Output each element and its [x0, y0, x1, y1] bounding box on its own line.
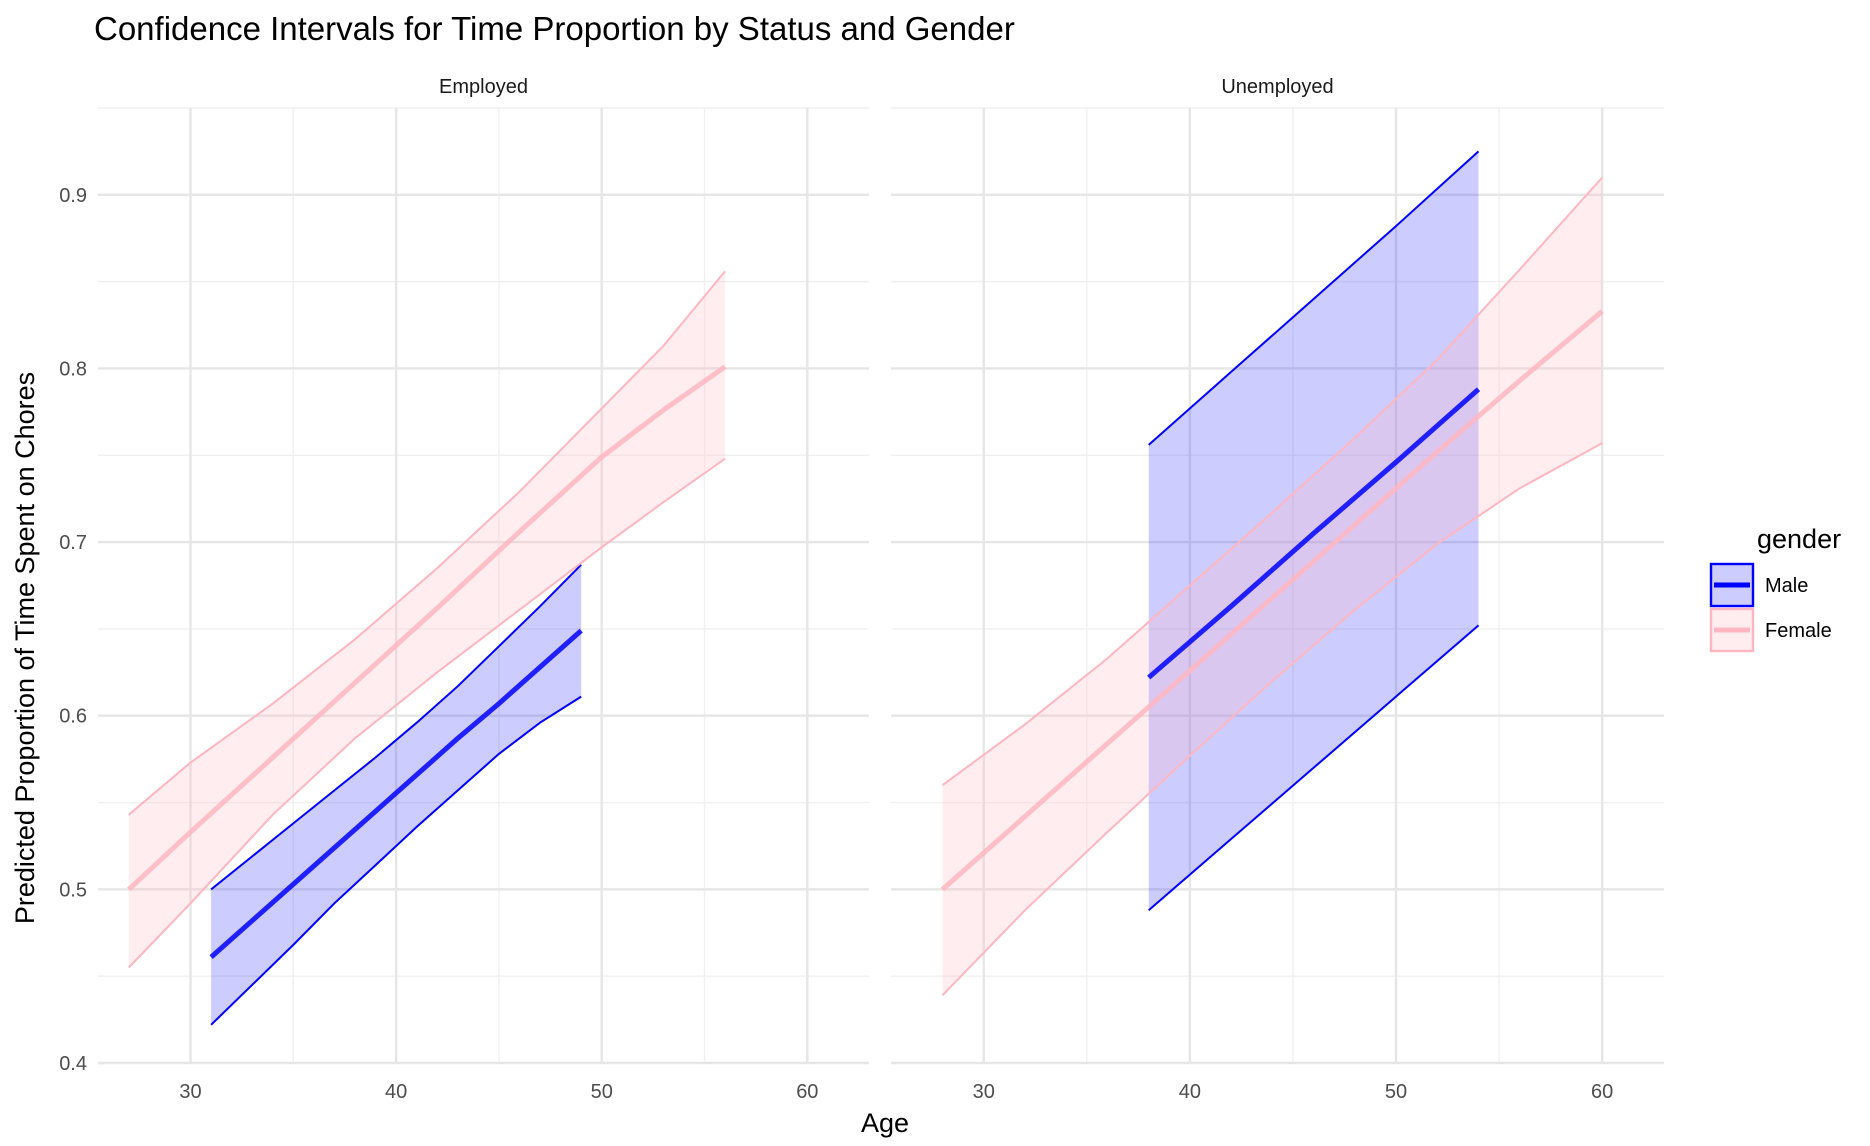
x-tick-label: 30	[973, 1081, 995, 1103]
x-tick-label: 60	[796, 1081, 818, 1103]
panel-unemployed: Unemployed 30 40 50 60	[891, 76, 1664, 1103]
upper-bound-female	[128, 270, 726, 816]
upper-bound-male	[210, 563, 582, 891]
fit-line-female	[127, 364, 727, 892]
y-tick-label: 0.7	[59, 532, 87, 554]
chart-title: Confidence Intervals for Time Proportion…	[94, 10, 1015, 47]
legend-title: gender	[1757, 524, 1841, 554]
y-tick-label: 0.6	[59, 706, 87, 728]
lower-bound-male	[210, 695, 582, 1026]
facet-label: Unemployed	[1221, 76, 1333, 98]
upper-bound-female	[941, 176, 1603, 787]
fit-line-female	[940, 309, 1604, 892]
y-tick-label: 0.8	[59, 358, 87, 380]
x-tick-label: 50	[1385, 1081, 1407, 1103]
x-tick-label: 40	[385, 1081, 407, 1103]
y-axis-ticks: 0.4 0.5 0.6 0.7 0.8 0.9	[59, 185, 87, 1075]
lower-bound-female	[128, 457, 726, 969]
x-tick-label: 40	[1179, 1081, 1201, 1103]
upper-bound-male	[1148, 150, 1480, 446]
facet-panels: Employed 30 40 50 60 Unemployed 30 40 50 60	[98, 76, 1664, 1103]
x-tick-label: 30	[179, 1081, 201, 1103]
x-tick-label: 60	[1591, 1081, 1613, 1103]
legend-label-female: Female	[1765, 620, 1832, 642]
x-tick-label: 50	[591, 1081, 613, 1103]
y-tick-label: 0.9	[59, 185, 87, 207]
ci-ribbon-female	[942, 177, 1603, 996]
y-tick-label: 0.5	[59, 879, 87, 901]
y-axis-title: Predicted Proportion of Time Spent on Ch…	[10, 372, 40, 924]
facet-label: Employed	[439, 76, 528, 98]
lower-bound-male	[1148, 624, 1480, 911]
legend: gender Male Female	[1709, 524, 1841, 653]
fit-line-male	[209, 628, 583, 959]
x-axis-title: Age	[861, 1108, 909, 1138]
panel-employed: Employed 30 40 50 60	[98, 76, 869, 1103]
legend-label-male: Male	[1765, 575, 1808, 597]
y-tick-label: 0.4	[59, 1053, 87, 1075]
lower-bound-female	[941, 442, 1603, 996]
fit-line-male	[1147, 387, 1481, 680]
legend-keys: Male Female	[1709, 562, 1832, 653]
gridlines	[98, 107, 869, 1065]
